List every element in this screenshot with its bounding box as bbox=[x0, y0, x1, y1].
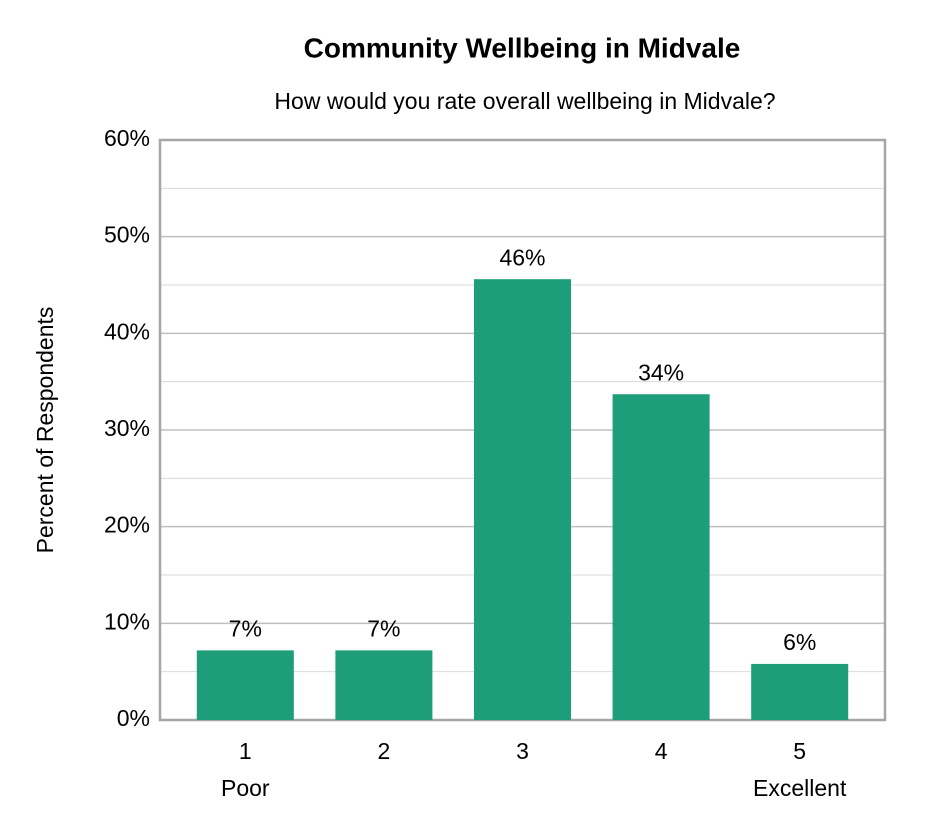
bar bbox=[751, 663, 849, 720]
x-tick-label: 4 bbox=[655, 738, 668, 764]
x-tick-label: 5 bbox=[793, 738, 806, 764]
chart-title: Community Wellbeing in Midvale bbox=[304, 32, 741, 63]
y-tick-label: 60% bbox=[104, 125, 150, 151]
y-tick-label: 50% bbox=[104, 222, 150, 248]
x-tick-sublabel: Poor bbox=[221, 775, 270, 801]
y-tick-label: 10% bbox=[104, 608, 150, 634]
bar bbox=[473, 279, 572, 720]
x-tick-sublabel: Excellent bbox=[753, 775, 847, 801]
x-tick-label: 1 bbox=[239, 738, 252, 764]
x-tick-label: 3 bbox=[516, 738, 529, 764]
data-label: 7% bbox=[229, 615, 262, 641]
y-tick-label: 30% bbox=[104, 415, 150, 441]
y-tick-label: 0% bbox=[117, 705, 150, 731]
y-tick-label: 20% bbox=[104, 512, 150, 538]
data-label: 7% bbox=[367, 615, 400, 641]
data-label: 46% bbox=[499, 244, 545, 270]
y-tick-label: 40% bbox=[104, 318, 150, 344]
y-axis-label: Percent of Respondents bbox=[32, 307, 58, 554]
x-tick-label: 2 bbox=[378, 738, 391, 764]
bar bbox=[335, 650, 433, 720]
bar bbox=[612, 394, 710, 720]
bar bbox=[196, 650, 294, 720]
data-label: 6% bbox=[783, 629, 816, 655]
data-label: 34% bbox=[638, 359, 684, 385]
chart-subtitle: How would you rate overall wellbeing in … bbox=[274, 88, 775, 114]
